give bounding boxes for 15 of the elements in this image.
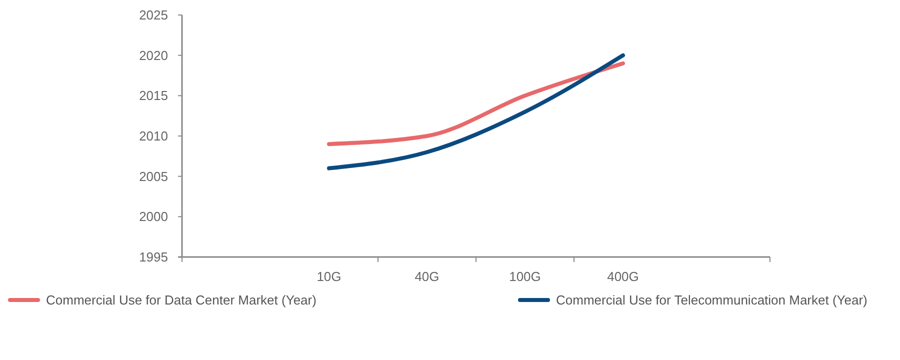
y-tick-label: 2015 — [139, 88, 168, 104]
y-tick-label: 2020 — [139, 48, 168, 63]
x-tick-label: 40G — [414, 269, 440, 284]
y-tick-label: 2000 — [139, 209, 168, 224]
x-tick-label: 10G — [316, 269, 342, 284]
y-tick-label: 1995 — [139, 250, 168, 265]
x-tick-label: 400G — [607, 269, 639, 284]
line-series — [327, 61, 625, 146]
legend-label: Commercial Use for Telecommunication Market (Year) — [556, 292, 868, 308]
legend-label: Commercial Use for Data Center Market (Year) — [46, 292, 316, 308]
y-tick-label: 2005 — [139, 168, 168, 184]
y-tick-label: 2010 — [139, 128, 168, 144]
line-series — [327, 53, 625, 170]
x-tick-label: 100G — [509, 269, 541, 284]
y-tick-label: 2025 — [139, 8, 168, 23]
